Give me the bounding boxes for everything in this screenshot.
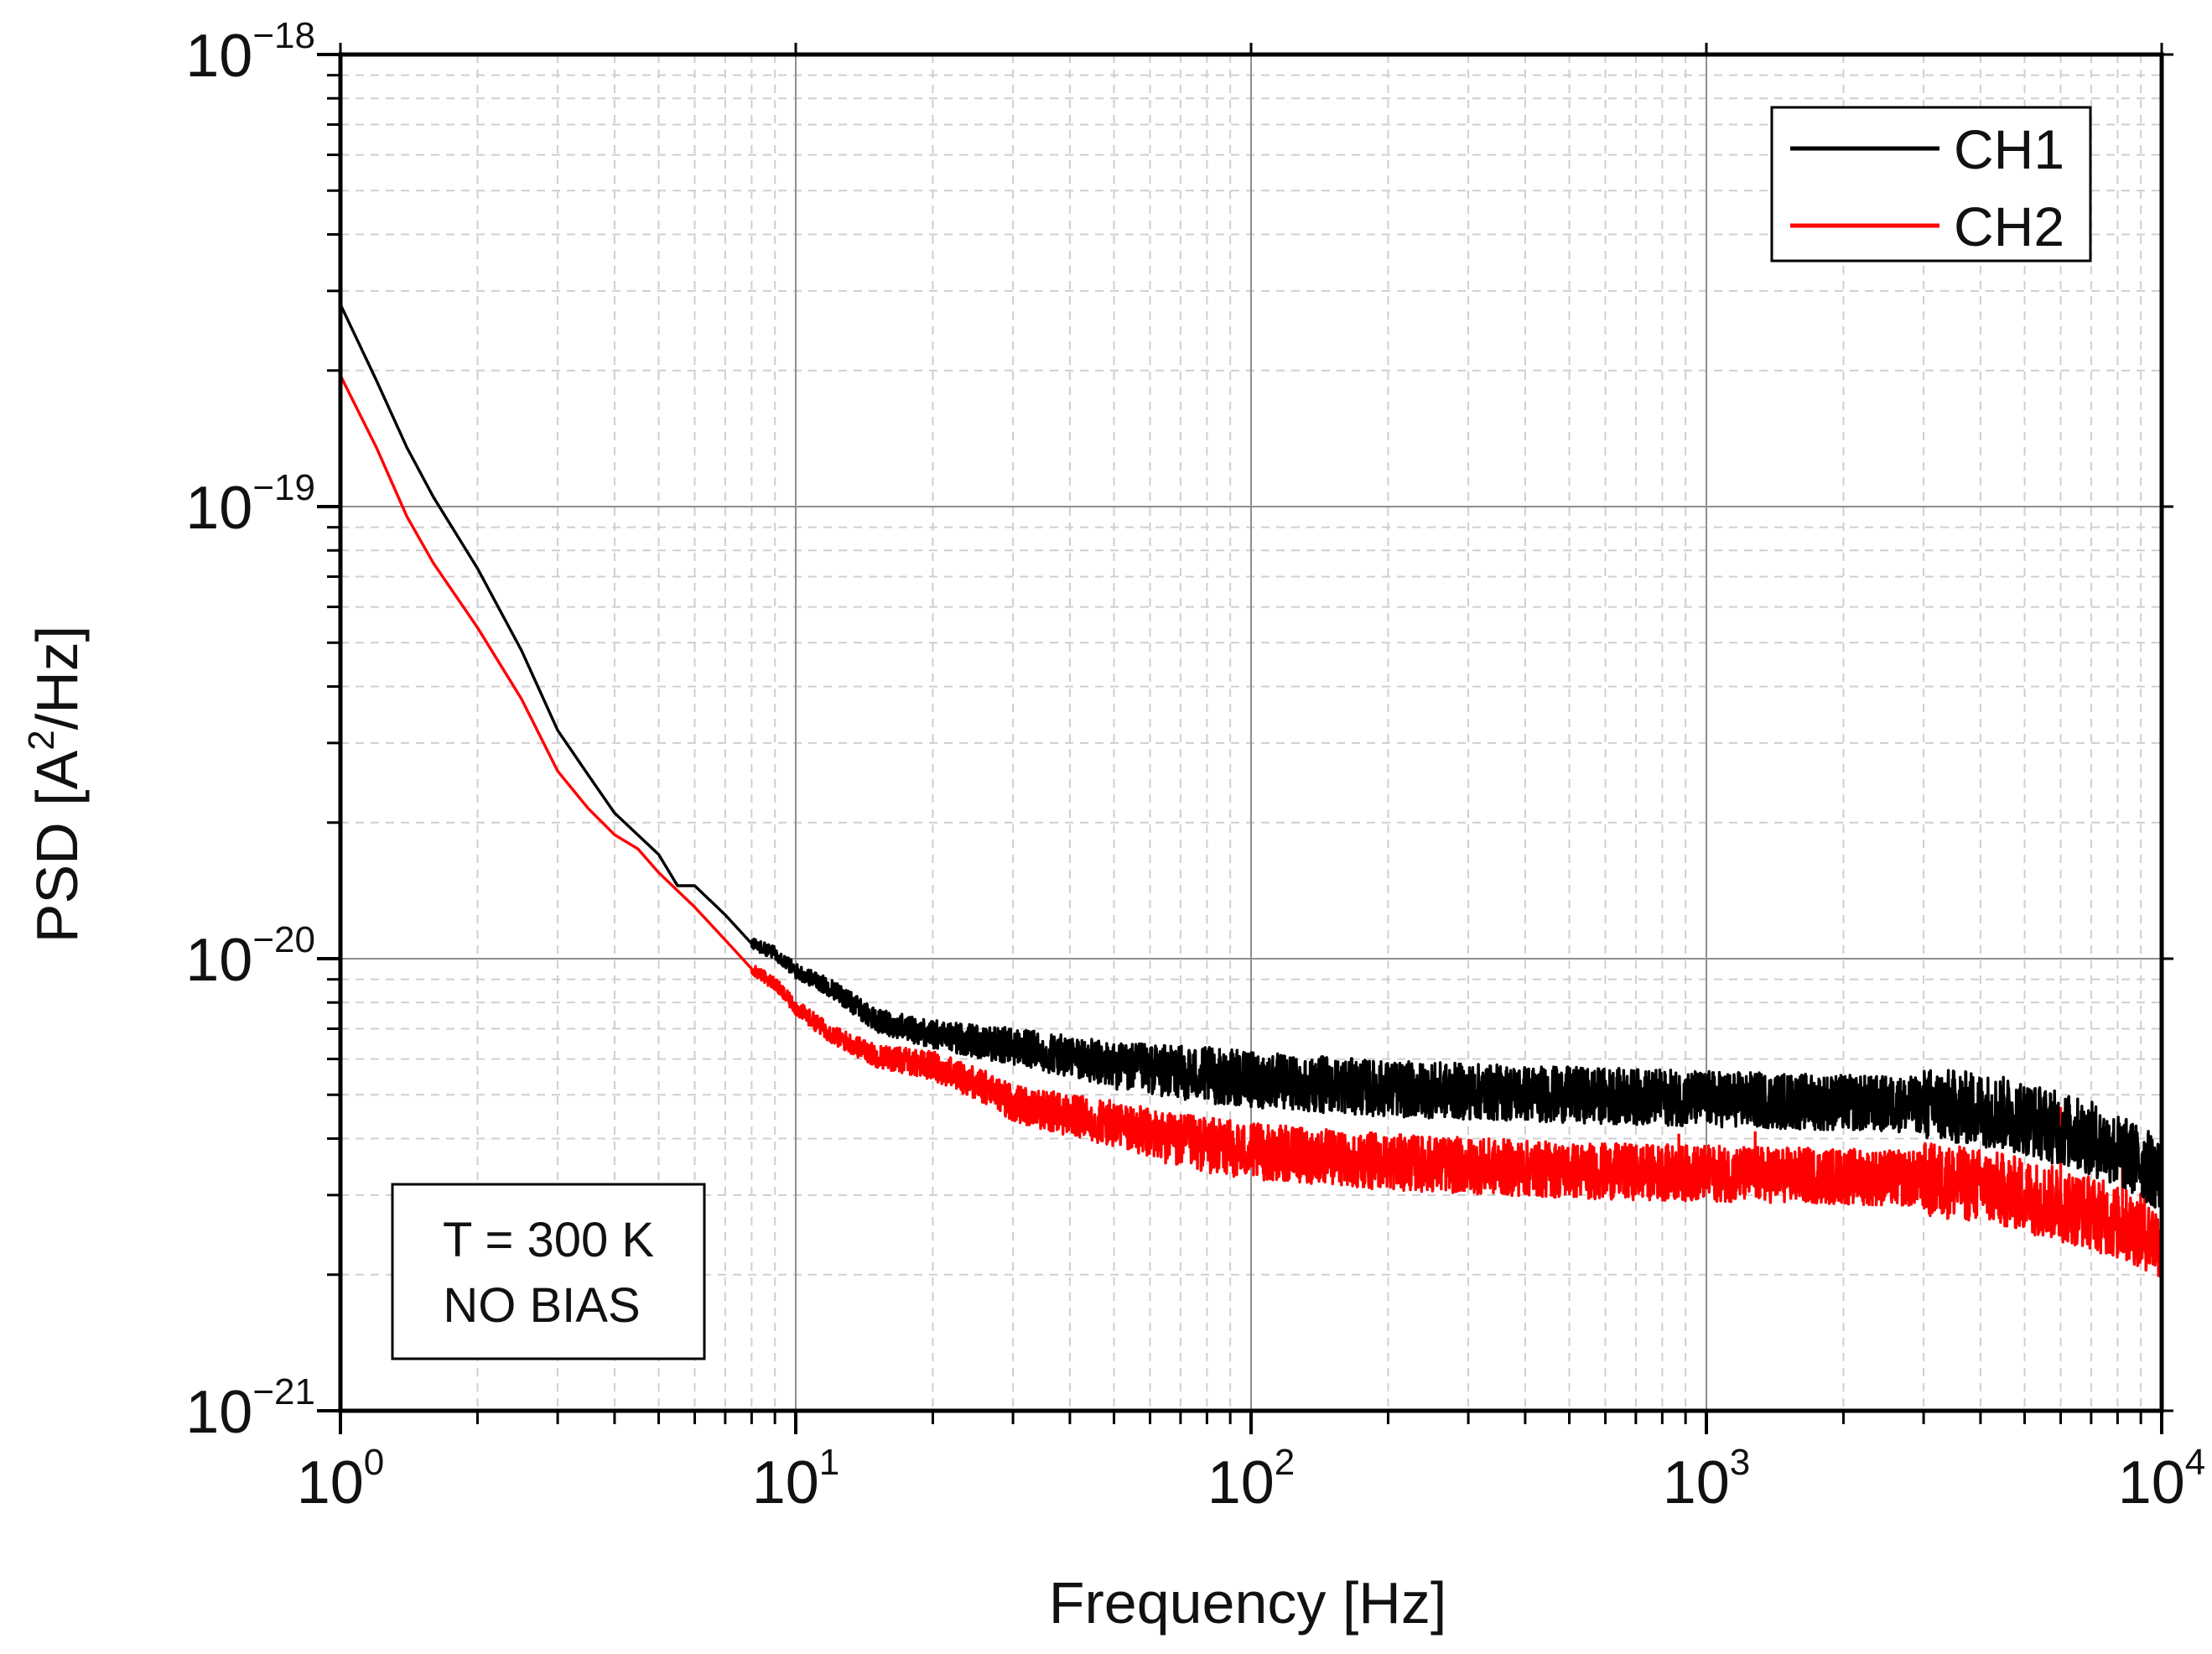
x-tick-label: 103 [1663,1442,1751,1516]
annotation-line-temperature: T = 300 K [443,1213,654,1267]
legend-label-ch1: CH1 [1954,118,2064,180]
x-tick-exponent: 4 [2185,1442,2205,1483]
x-tick-exponent: 1 [819,1442,839,1483]
y-tick-label: 10−21 [185,1371,315,1446]
y-tick-base: 10 [185,475,252,542]
x-tick-labels: 100 101 102 103 104 [297,1442,2206,1516]
y-tick-exponent: −21 [252,1371,315,1412]
y-axis-title-tail: /Hz] [24,626,90,730]
x-axis-title: Frequency [Hz] [1049,1570,1447,1636]
x-tick-label: 101 [752,1442,840,1516]
legend: CH1 CH2 [1770,106,2092,263]
legend-label-ch2: CH2 [1954,195,2064,257]
y-axis-title: PSD [A2/Hz] [21,626,90,943]
series-line-ch2 [339,374,2163,1277]
y-tick-label: 10−19 [185,467,315,542]
x-tick-exponent: 3 [1730,1442,1750,1483]
x-tick-base: 10 [1663,1449,1730,1516]
x-tick-base: 10 [1207,1449,1275,1516]
y-axis-title-superscript: 2 [21,730,62,750]
y-axis-title-main: PSD [A [24,750,90,943]
y-tick-label: 10−20 [185,919,315,994]
y-tick-base: 10 [185,927,252,994]
series-layer [339,304,2163,1277]
y-tick-base: 10 [185,23,252,90]
y-tick-base: 10 [185,1379,252,1446]
x-tick-base: 10 [2118,1449,2185,1516]
x-tick-base: 10 [752,1449,819,1516]
y-tick-exponent: −20 [252,919,315,960]
condition-annotation: T = 300 K NO BIAS [391,1183,706,1360]
tick-marks [317,43,2173,1434]
x-tick-label: 100 [297,1442,385,1516]
y-tick-exponent: −18 [252,15,315,56]
legend-box [1770,106,2092,263]
annotation-box [391,1183,706,1360]
annotation-line-bias: NO BIAS [443,1278,640,1333]
y-tick-label: 10−18 [185,15,315,90]
x-tick-exponent: 2 [1275,1442,1295,1483]
y-tick-exponent: −19 [252,467,315,508]
x-tick-exponent: 0 [364,1442,384,1483]
x-tick-label: 104 [2118,1442,2206,1516]
x-tick-base: 10 [297,1449,364,1516]
series-line-ch1 [339,304,2163,1209]
x-tick-label: 102 [1207,1442,1296,1516]
